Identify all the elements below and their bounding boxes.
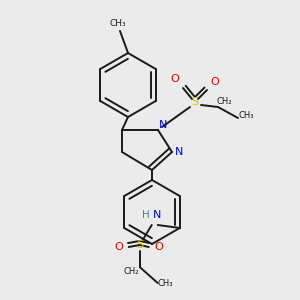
- Text: H: H: [142, 210, 150, 220]
- Text: O: O: [154, 242, 163, 252]
- Text: CH₃: CH₃: [238, 110, 254, 119]
- Text: CH₃: CH₃: [158, 278, 173, 287]
- Text: S: S: [191, 97, 199, 107]
- Text: O: O: [171, 74, 179, 84]
- Text: O: O: [211, 77, 219, 87]
- Text: S: S: [136, 240, 143, 250]
- Text: CH₃: CH₃: [110, 19, 126, 28]
- Text: N: N: [175, 147, 183, 157]
- Text: CH₂: CH₂: [216, 98, 232, 106]
- Text: CH₂: CH₂: [124, 268, 140, 277]
- Text: O: O: [114, 242, 123, 252]
- Text: N: N: [152, 210, 161, 220]
- Text: N: N: [159, 120, 167, 130]
